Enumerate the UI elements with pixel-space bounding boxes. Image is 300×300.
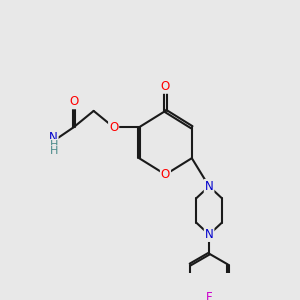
Text: O: O [69, 95, 78, 108]
Text: N: N [49, 131, 58, 144]
Text: N: N [205, 228, 214, 241]
Text: F: F [206, 291, 212, 300]
Text: N: N [205, 180, 214, 193]
Text: O: O [109, 121, 118, 134]
Text: H: H [50, 140, 58, 149]
Text: O: O [161, 168, 170, 181]
Text: O: O [161, 80, 170, 93]
Text: H: H [50, 146, 58, 156]
